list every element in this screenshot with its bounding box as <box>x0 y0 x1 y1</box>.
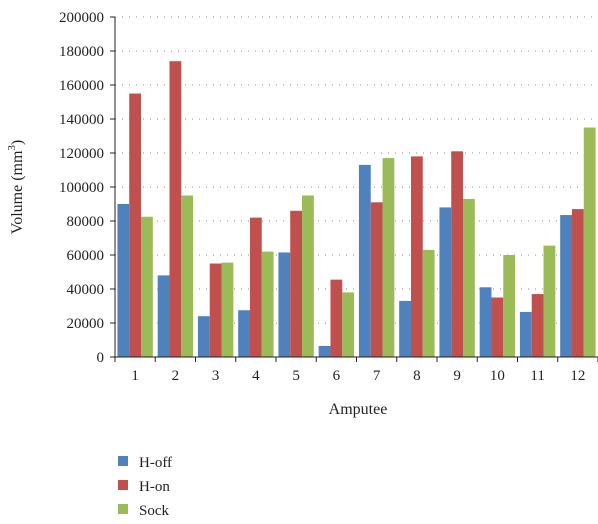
bar-h-off-7 <box>358 164 371 357</box>
legend-swatch <box>118 456 128 466</box>
bar-sock-12 <box>583 127 596 357</box>
bar-sock-1 <box>141 216 153 357</box>
bar-h-off-6 <box>318 345 331 357</box>
y-axis-ticks: 0 20000 40000 60000 80000 100000 120000 140000 1… <box>59 10 115 366</box>
bar-h-off-2 <box>157 275 170 357</box>
x-tick-label: 9 <box>453 368 461 384</box>
legend: H-off H-on Sock <box>118 455 172 519</box>
x-tick-label: 12 <box>570 368 585 384</box>
y-tick-label: 120000 <box>59 146 104 162</box>
bar-sock-5 <box>302 195 314 357</box>
bar-sock-9 <box>463 198 475 357</box>
legend-swatch <box>118 480 128 490</box>
bar-h-on-10 <box>491 297 504 357</box>
bar-h-off-12 <box>560 215 572 357</box>
bar-h-on-4 <box>249 217 262 357</box>
x-tick-label: 7 <box>373 368 381 384</box>
x-tick-label: 3 <box>212 368 220 384</box>
bar-h-off-5 <box>278 252 291 357</box>
x-axis-title: Amputee <box>329 401 388 418</box>
y-tick-label: 200000 <box>59 10 104 26</box>
x-tick-label: 8 <box>413 368 421 384</box>
bar-series <box>117 61 596 357</box>
x-axis-ticks: 1 2 3 4 5 6 7 8 9 10 11 12 <box>114 357 598 384</box>
legend-label: Sock <box>139 503 170 519</box>
bar-h-on-6 <box>330 279 343 357</box>
bar-sock-10 <box>503 255 516 357</box>
x-tick-label: 4 <box>252 368 260 384</box>
bar-h-on-3 <box>209 263 222 357</box>
bar-h-on-7 <box>370 202 383 357</box>
y-tick-label: 60000 <box>67 248 105 264</box>
x-tick-label: 10 <box>490 368 505 384</box>
x-tick-label: 5 <box>292 368 300 384</box>
y-tick-label: 20000 <box>67 316 105 332</box>
y-tick-label: 40000 <box>67 282 105 298</box>
x-tick-label: 1 <box>131 368 139 384</box>
y-axis-title: Volume (mm3) <box>6 140 26 235</box>
bar-sock-4 <box>261 251 274 357</box>
bar-sock-8 <box>422 249 435 357</box>
x-tick-label: 6 <box>333 368 341 384</box>
y-axis-title-close: ) <box>9 140 26 145</box>
bar-h-off-9 <box>439 207 452 357</box>
bar-h-on-8 <box>410 156 423 357</box>
bar-h-on-12 <box>571 209 584 357</box>
bar-h-on-5 <box>290 210 303 357</box>
bar-h-off-11 <box>519 311 532 357</box>
bar-h-on-11 <box>531 294 544 357</box>
bar-h-off-4 <box>238 310 250 357</box>
bar-sock-6 <box>342 292 355 357</box>
bar-h-on-2 <box>169 61 182 357</box>
bar-h-on-9 <box>451 151 464 357</box>
y-tick-label: 180000 <box>59 44 104 60</box>
bar-h-off-8 <box>399 300 411 357</box>
bar-sock-3 <box>221 262 234 357</box>
bar-h-off-10 <box>479 287 492 357</box>
y-axis-title-superscript: 3 <box>6 145 18 151</box>
legend-swatch <box>118 504 128 514</box>
legend-label: H-off <box>139 455 172 471</box>
bar-sock-11 <box>543 245 556 357</box>
bar-sock-2 <box>181 195 194 357</box>
y-tick-label: 0 <box>97 350 105 366</box>
bar-sock-7 <box>382 158 395 357</box>
bar-h-off-3 <box>197 316 210 357</box>
y-tick-label: 160000 <box>59 78 104 94</box>
bar-h-off-1 <box>117 204 130 357</box>
x-tick-label: 2 <box>172 368 180 384</box>
y-tick-label: 140000 <box>59 112 104 128</box>
bar-h-on-1 <box>129 93 142 357</box>
y-tick-label: 80000 <box>67 214 105 230</box>
legend-label: H-on <box>139 479 170 495</box>
x-tick-label: 11 <box>530 368 544 384</box>
y-tick-label: 100000 <box>59 180 104 196</box>
